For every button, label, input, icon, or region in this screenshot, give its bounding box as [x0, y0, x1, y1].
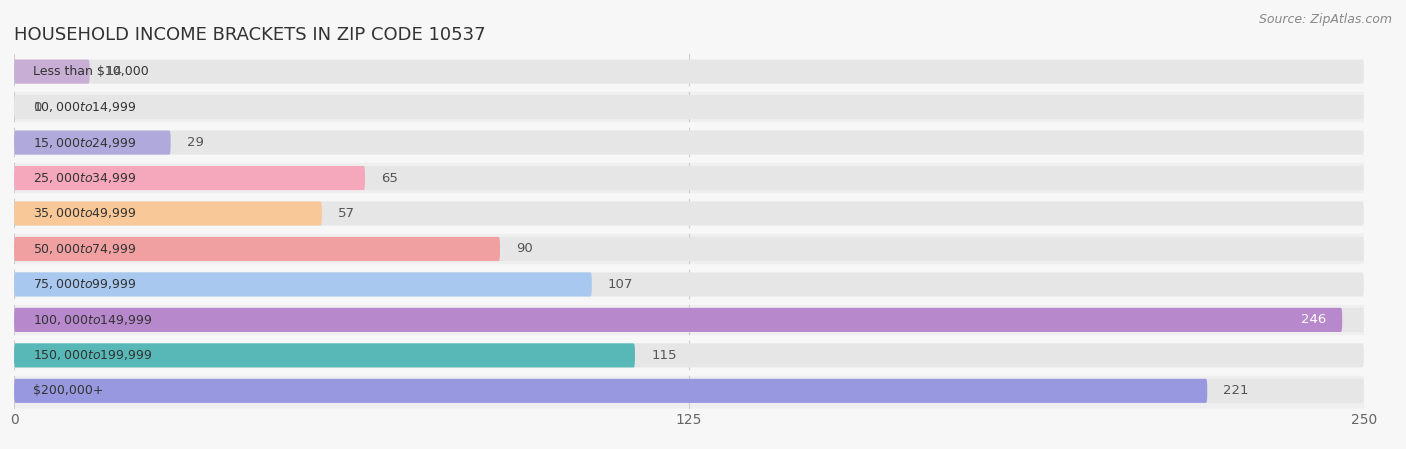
FancyBboxPatch shape	[14, 379, 1208, 403]
FancyBboxPatch shape	[14, 202, 1364, 225]
FancyBboxPatch shape	[14, 273, 592, 296]
FancyBboxPatch shape	[14, 237, 501, 261]
Text: 0: 0	[32, 101, 41, 114]
Text: $150,000 to $199,999: $150,000 to $199,999	[32, 348, 152, 362]
Text: Source: ZipAtlas.com: Source: ZipAtlas.com	[1258, 13, 1392, 26]
Text: $25,000 to $34,999: $25,000 to $34,999	[32, 171, 136, 185]
Text: HOUSEHOLD INCOME BRACKETS IN ZIP CODE 10537: HOUSEHOLD INCOME BRACKETS IN ZIP CODE 10…	[14, 26, 485, 44]
Text: $35,000 to $49,999: $35,000 to $49,999	[32, 207, 136, 220]
FancyBboxPatch shape	[14, 231, 1364, 267]
FancyBboxPatch shape	[14, 89, 1364, 125]
Text: 90: 90	[516, 242, 533, 255]
FancyBboxPatch shape	[14, 60, 1364, 84]
FancyBboxPatch shape	[14, 343, 636, 367]
FancyBboxPatch shape	[14, 338, 1364, 373]
Text: $75,000 to $99,999: $75,000 to $99,999	[32, 277, 136, 291]
FancyBboxPatch shape	[14, 308, 1343, 332]
Text: $15,000 to $24,999: $15,000 to $24,999	[32, 136, 136, 150]
Text: $10,000 to $14,999: $10,000 to $14,999	[32, 100, 136, 114]
FancyBboxPatch shape	[14, 373, 1364, 409]
Text: 115: 115	[651, 349, 676, 362]
FancyBboxPatch shape	[14, 54, 1364, 89]
FancyBboxPatch shape	[14, 166, 366, 190]
Text: 65: 65	[381, 172, 398, 185]
Text: 107: 107	[607, 278, 633, 291]
FancyBboxPatch shape	[14, 95, 1364, 119]
FancyBboxPatch shape	[14, 196, 1364, 231]
Text: $200,000+: $200,000+	[32, 384, 104, 397]
FancyBboxPatch shape	[14, 237, 1364, 261]
Text: $50,000 to $74,999: $50,000 to $74,999	[32, 242, 136, 256]
FancyBboxPatch shape	[14, 202, 322, 225]
FancyBboxPatch shape	[14, 166, 1364, 190]
FancyBboxPatch shape	[14, 125, 1364, 160]
Text: 246: 246	[1301, 313, 1326, 326]
Text: 221: 221	[1223, 384, 1249, 397]
Text: 57: 57	[337, 207, 354, 220]
FancyBboxPatch shape	[14, 302, 1364, 338]
Text: $100,000 to $149,999: $100,000 to $149,999	[32, 313, 152, 327]
FancyBboxPatch shape	[14, 131, 170, 154]
FancyBboxPatch shape	[14, 131, 1364, 154]
FancyBboxPatch shape	[14, 343, 1364, 367]
Text: 29: 29	[187, 136, 204, 149]
FancyBboxPatch shape	[14, 273, 1364, 296]
FancyBboxPatch shape	[14, 160, 1364, 196]
FancyBboxPatch shape	[14, 267, 1364, 302]
FancyBboxPatch shape	[14, 308, 1364, 332]
Text: Less than $10,000: Less than $10,000	[32, 65, 149, 78]
Text: 14: 14	[105, 65, 122, 78]
FancyBboxPatch shape	[14, 60, 90, 84]
FancyBboxPatch shape	[14, 379, 1364, 403]
